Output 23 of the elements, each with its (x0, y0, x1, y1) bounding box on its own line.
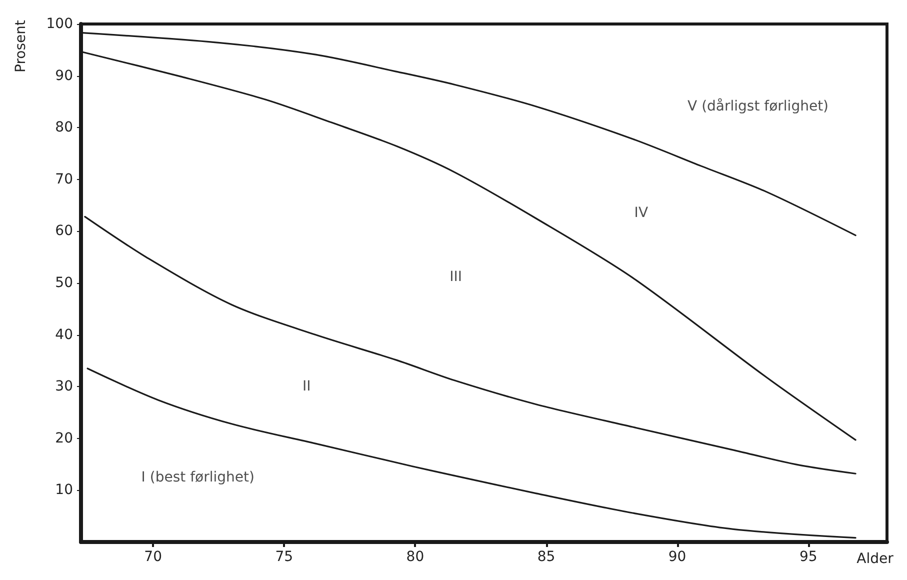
y-tick-label: 20 (55, 430, 73, 446)
x-tick-label: 90 (668, 549, 686, 565)
x-axis-title: Alder (856, 551, 894, 567)
y-tick-label: 80 (55, 120, 73, 136)
y-tick-label: 40 (55, 326, 73, 343)
x-tick-label: 70 (144, 549, 162, 565)
y-tick-label: 70 (55, 171, 73, 188)
y-tick-label: 10 (55, 482, 73, 498)
x-tick-label: 95 (799, 549, 818, 565)
y-tick-label: 90 (55, 68, 73, 84)
x-tick-label: 80 (406, 549, 424, 565)
annotation: IV (634, 205, 648, 222)
y-tick-label: 30 (55, 378, 73, 395)
y-tick-label: 60 (55, 223, 73, 240)
annotation: I (best førlighet) (141, 469, 254, 486)
y-tick-label: 50 (55, 275, 73, 291)
y-tick-label: 100 (46, 16, 73, 32)
annotation: III (450, 268, 462, 285)
x-tick-label: 75 (275, 549, 294, 565)
x-tick-label: 85 (537, 549, 556, 565)
annotation: II (302, 378, 311, 395)
y-axis-title: Prosent (13, 19, 29, 72)
annotation: V (dårligst førlighet) (688, 97, 829, 114)
